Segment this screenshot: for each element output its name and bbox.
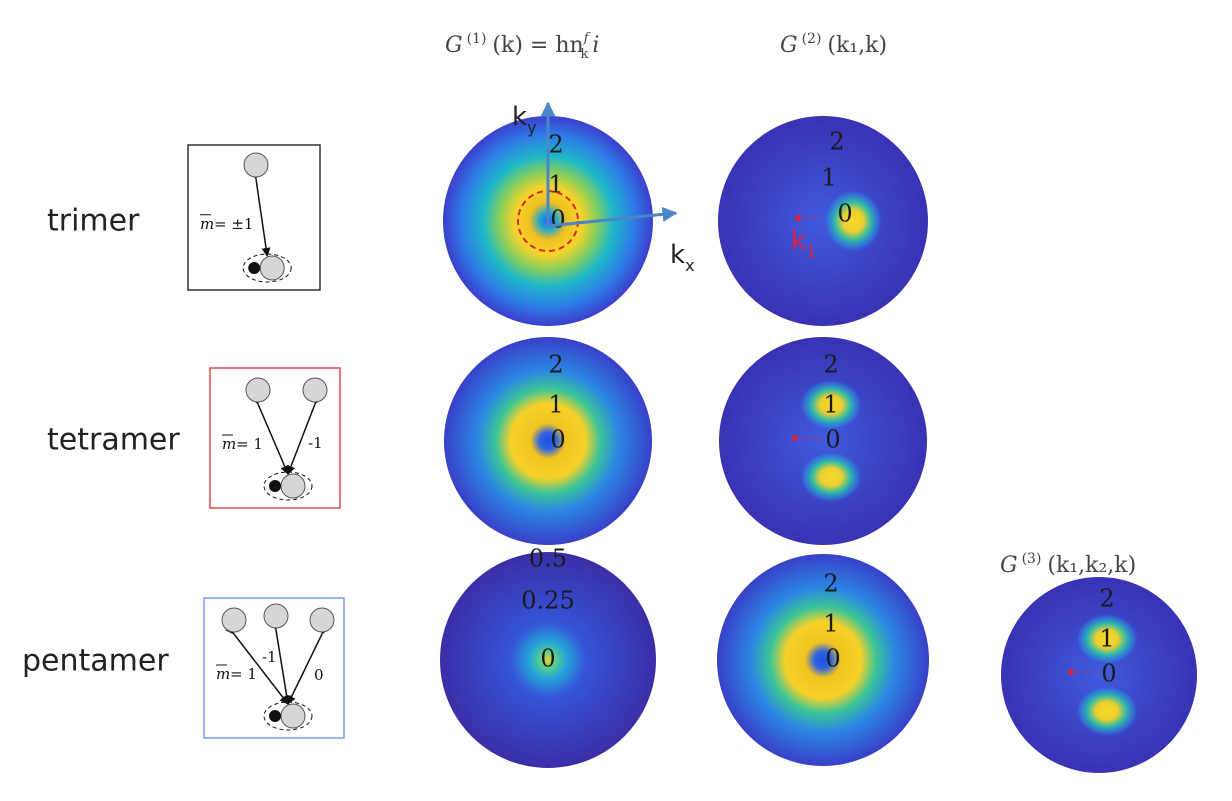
lobe (823, 189, 883, 253)
figure: G(1)(k) = hnfkiG(2)(k₁,k)G(3)(k₁,k₂,k)tr… (0, 0, 1232, 801)
lobe (799, 451, 863, 503)
contour-label: 1 (548, 391, 563, 419)
kx-label: kx (670, 240, 695, 275)
m-symbol: m (200, 215, 214, 233)
k1-point (795, 215, 801, 221)
row-name: tetramer (47, 423, 180, 458)
text-part: k (581, 47, 589, 62)
arrow-label: -1 (262, 648, 277, 666)
lobe (1075, 685, 1139, 737)
contour-label: 2 (829, 128, 844, 156)
text-part: k (512, 102, 527, 132)
contour-label: 0 (550, 206, 565, 234)
column-header: G(2) (k₁,k) (780, 31, 887, 58)
contour-label: 0 (837, 200, 852, 228)
particle (244, 153, 268, 177)
impurity (269, 710, 281, 722)
contour-label: 2 (823, 351, 838, 379)
row-name: trimer (47, 204, 140, 239)
ky-label: ky (512, 102, 537, 137)
contour-label: 1 (823, 610, 838, 638)
particle (264, 604, 288, 628)
arrow-label: 0 (314, 666, 324, 684)
text-part: f (583, 31, 591, 46)
particle (281, 704, 305, 728)
particle (281, 474, 305, 498)
m-value: = ±1 (214, 215, 253, 233)
text-part: (k₁,k) (827, 33, 887, 58)
density-plot (718, 116, 928, 326)
contour-label: 2 (823, 570, 838, 598)
column-header: G(3) (k₁,k₂,k) (1000, 551, 1136, 578)
contour-label: 2 (1099, 585, 1114, 613)
impurity (248, 262, 260, 274)
contour-label: 0.25 (521, 587, 574, 615)
text-part: (k₁,k₂,k) (1047, 553, 1136, 578)
text-part: k (670, 240, 685, 270)
contour-label: 0 (540, 645, 555, 673)
contour-label: 0 (825, 645, 840, 673)
text-part: i (592, 33, 599, 58)
contour-label: 0 (1101, 660, 1116, 688)
particle (260, 256, 284, 280)
row-name: pentamer (22, 644, 169, 679)
text-part: 1 (806, 242, 816, 261)
text-part: (1) (467, 31, 487, 47)
text-part: G (445, 33, 463, 58)
contour-label: 0 (550, 426, 565, 454)
particle (222, 608, 246, 632)
contour-label: 1 (823, 391, 838, 419)
m-symbol: m (216, 665, 230, 683)
contour-label: 0 (825, 426, 840, 454)
text-part: G (780, 33, 798, 58)
m-value: = 1 (230, 665, 257, 683)
contour-label: 0.5 (529, 545, 567, 573)
text-part: y (527, 118, 536, 137)
k1-point (792, 435, 798, 441)
text-part: (2) (802, 31, 822, 47)
contour-label: 2 (548, 131, 563, 159)
arrow-label: -1 (308, 434, 323, 452)
text-part: k (791, 226, 806, 256)
text-part: (k) = hn (492, 33, 583, 58)
particle (246, 378, 270, 402)
k1-point (1068, 669, 1074, 675)
contour-label: 1 (1099, 625, 1114, 653)
particle (310, 608, 334, 632)
impurity (269, 480, 281, 492)
text-part: G (1000, 553, 1018, 578)
particle (303, 378, 327, 402)
contour-label: 1 (821, 164, 836, 192)
m-symbol: m (222, 435, 236, 453)
text-part: (3) (1022, 551, 1042, 567)
text-part: x (685, 256, 694, 275)
contour-label: 2 (548, 351, 563, 379)
m-value: = 1 (236, 435, 263, 453)
